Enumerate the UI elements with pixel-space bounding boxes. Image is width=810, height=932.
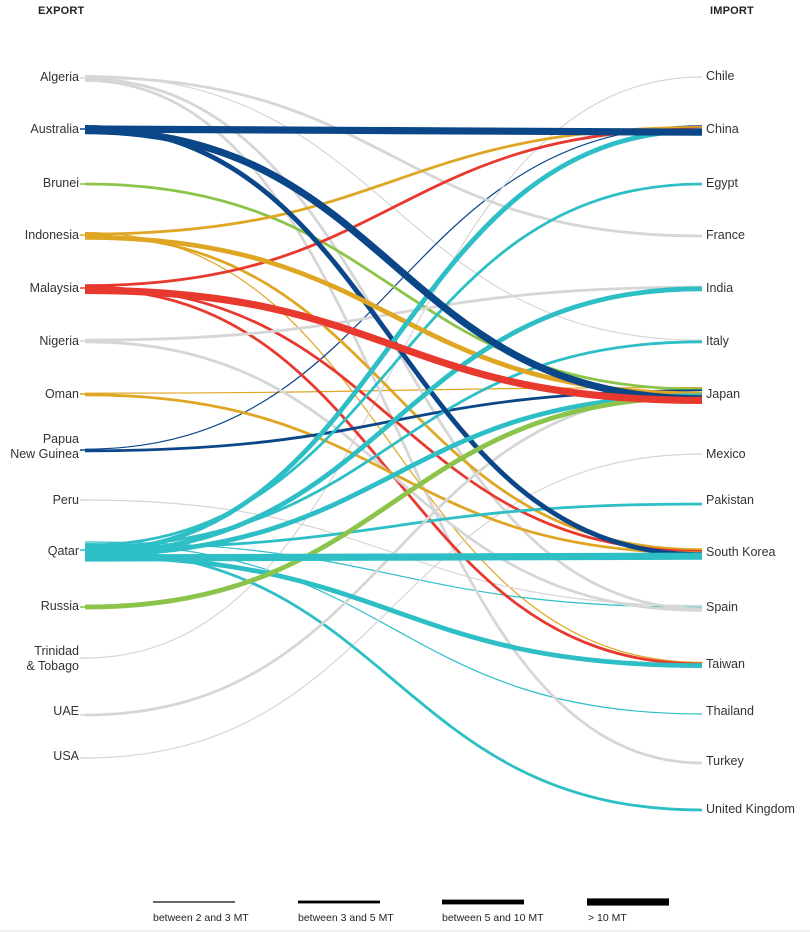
flow-australia-to-japan xyxy=(84,127,703,403)
importer-label-south-korea: South Korea xyxy=(706,545,776,559)
exporter-label-russia: Russia xyxy=(40,599,79,613)
flow-qatar-to-taiwan xyxy=(84,554,703,668)
importer-label-france: France xyxy=(706,228,745,242)
flow-australia-to-china xyxy=(84,125,703,136)
import-header: IMPORT xyxy=(710,5,754,17)
flow-russia-to-japan xyxy=(84,394,703,610)
importer-label-japan: Japan xyxy=(706,387,741,401)
importer-label-mexico: Mexico xyxy=(706,447,746,461)
legend-label-2-3mt: between 2 and 3 MT xyxy=(153,912,249,924)
importer-label-italy: Italy xyxy=(706,334,729,348)
importer-label-pakistan: Pakistan xyxy=(706,493,754,507)
importer-label-spain: Spain xyxy=(706,600,738,614)
flow-qatar-to-italy xyxy=(84,340,703,549)
flow-algeria-to-france xyxy=(84,75,703,238)
exporter-label-papua-line1: Papua xyxy=(42,432,79,446)
exporter-label-qatar: Qatar xyxy=(47,544,79,558)
exporter-label-brunei: Brunei xyxy=(42,176,79,190)
exporter-label-trinidad-line2: & Tobago xyxy=(26,659,79,673)
legend-swatch-between-3-and-5-mt xyxy=(298,900,380,904)
exporter-label-trinidad-tobago: Trinidad & Tobago xyxy=(26,644,79,674)
legend-swatch-between-2-and-3-mt xyxy=(153,901,235,903)
exporter-label-oman: Oman xyxy=(44,387,79,401)
flow-usa-to-mexico xyxy=(84,453,703,759)
flow-qatar-to-egypt xyxy=(84,182,703,547)
importer-label-china: China xyxy=(706,122,739,136)
legend-swatch-between-5-and-10-mt xyxy=(442,899,524,905)
exporter-label-papua-line2: New Guinea xyxy=(10,447,79,461)
importer-label-taiwan: Taiwan xyxy=(706,657,745,671)
exporter-label-algeria: Algeria xyxy=(40,70,79,84)
exporter-label-australia: Australia xyxy=(30,122,79,136)
flow-brunei-to-japan xyxy=(84,182,703,391)
exporter-label-peru: Peru xyxy=(52,493,79,507)
legend-label-3-5mt: between 3 and 5 MT xyxy=(298,912,394,924)
exporter-label-malaysia: Malaysia xyxy=(29,281,79,295)
legend-label-5-10mt: between 5 and 10 MT xyxy=(442,912,544,924)
legend-swatch-10-mt xyxy=(587,898,669,906)
importer-label-india: India xyxy=(706,281,734,295)
importer-label-united-kingdom: United Kingdom xyxy=(706,802,795,816)
flow-trinidad-tobago-to-chile xyxy=(84,76,703,659)
exporter-label-nigeria: Nigeria xyxy=(39,334,79,348)
flow-malaysia-to-japan xyxy=(84,286,703,404)
exporter-label-indonesia: Indonesia xyxy=(24,228,79,242)
export-header: EXPORT xyxy=(38,5,85,17)
flow-malaysia-to-china xyxy=(84,127,703,287)
importer-label-thailand: Thailand xyxy=(706,704,754,718)
flow-indonesia-to-taiwan xyxy=(84,232,703,663)
importer-label-egypt: Egypt xyxy=(706,176,738,190)
flow-qatar-to-japan xyxy=(84,393,703,558)
flow-qatar-to-china xyxy=(84,128,703,554)
legend-label-10mt: > 10 MT xyxy=(588,912,627,924)
exporter-label-uae: UAE xyxy=(53,704,79,718)
exporter-label-usa: USA xyxy=(53,749,79,763)
flow-qatar-to-south-korea xyxy=(84,552,703,562)
flow-qatar-to-thailand xyxy=(84,543,703,715)
exporter-label-trinidad-line1: Trinidad xyxy=(34,644,79,658)
importer-label-chile: Chile xyxy=(706,69,735,83)
exporter-label-papua-new-guinea: Papua New Guinea xyxy=(10,432,79,462)
importer-label-turkey: Turkey xyxy=(706,754,744,768)
flow-qatar-to-india xyxy=(84,286,703,556)
